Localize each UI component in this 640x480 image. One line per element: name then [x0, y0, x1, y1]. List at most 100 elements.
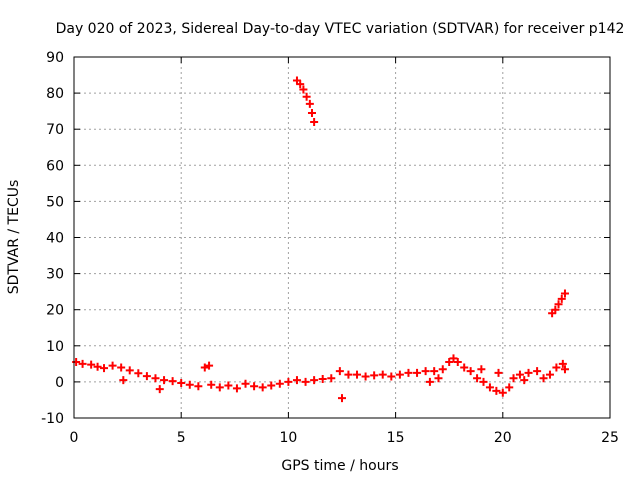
- data-point: [267, 381, 276, 390]
- data-point: [560, 365, 569, 374]
- data-point: [296, 80, 305, 89]
- y-tick-label: 20: [46, 303, 64, 319]
- data-point: [413, 368, 422, 377]
- data-point: [524, 368, 533, 377]
- data-point: [466, 367, 475, 376]
- x-tick-label: 10: [279, 430, 297, 446]
- data-point: [545, 370, 554, 379]
- data-point: [78, 359, 87, 368]
- data-point: [425, 377, 434, 386]
- data-point: [449, 354, 458, 363]
- data-point: [310, 376, 319, 385]
- data-point: [344, 370, 353, 379]
- data-point: [93, 362, 102, 371]
- data-point: [155, 385, 164, 394]
- y-tick-label: -10: [41, 411, 64, 427]
- data-point: [533, 367, 542, 376]
- x-tick-label: 15: [387, 430, 405, 446]
- data-point: [134, 369, 143, 378]
- x-tick-label: 5: [177, 430, 186, 446]
- data-point: [250, 382, 259, 391]
- data-point: [539, 374, 548, 383]
- y-tick-label: 90: [46, 50, 64, 66]
- data-point: [515, 370, 524, 379]
- data-point: [310, 117, 319, 126]
- data-point: [404, 368, 413, 377]
- data-point: [177, 378, 186, 387]
- grid-layer: [74, 57, 610, 418]
- data-point: [215, 383, 224, 392]
- data-point: [551, 305, 560, 314]
- data-point: [305, 99, 314, 108]
- data-point: [335, 367, 344, 376]
- data-point: [224, 381, 233, 390]
- data-point: [438, 365, 447, 374]
- data-point: [353, 370, 362, 379]
- data-point: [557, 294, 566, 303]
- series-high-arc-2: [548, 289, 569, 318]
- data-point: [284, 377, 293, 386]
- data-point: [505, 383, 514, 392]
- y-tick-label: 0: [55, 375, 64, 391]
- data-point: [460, 363, 469, 372]
- data-point: [108, 361, 117, 370]
- data-point: [72, 358, 81, 367]
- data-point: [299, 85, 308, 94]
- data-point: [338, 394, 346, 403]
- data-point: [395, 370, 404, 379]
- data-point: [119, 376, 128, 385]
- x-axis-label: GPS time / hours: [281, 458, 398, 474]
- y-axis-label: SDTVAR / TECUs: [6, 180, 22, 295]
- data-point: [160, 376, 169, 385]
- data-point: [327, 374, 336, 383]
- x-tick-label: 0: [70, 430, 79, 446]
- data-point: [142, 372, 151, 381]
- data-point: [125, 366, 134, 375]
- data-point: [185, 380, 194, 389]
- data-point: [378, 370, 387, 379]
- data-point: [558, 359, 567, 368]
- data-point: [275, 379, 284, 388]
- data-point: [434, 374, 443, 383]
- data-point: [361, 372, 370, 381]
- data-point: [509, 374, 518, 383]
- data-point: [151, 374, 160, 383]
- chart-title: Day 020 of 2023, Sidereal Day-to-day VTE…: [56, 21, 625, 37]
- data-point: [494, 368, 503, 377]
- data-point: [205, 361, 214, 370]
- y-tick-label: 80: [46, 86, 64, 102]
- data-point: [477, 365, 486, 374]
- data-point: [207, 380, 216, 389]
- data-point: [479, 377, 488, 386]
- series-high-arc-1: [292, 76, 319, 126]
- data-point: [87, 360, 96, 369]
- data-point: [232, 384, 241, 393]
- data-point: [485, 383, 494, 392]
- data-point: [430, 367, 439, 376]
- y-tick-label: 60: [46, 158, 64, 174]
- points-layer: [72, 76, 569, 403]
- y-tick-label: 50: [46, 194, 64, 210]
- data-point: [498, 388, 507, 397]
- data-point: [302, 92, 311, 101]
- y-tick-label: 10: [46, 339, 64, 355]
- y-tick-label: 70: [46, 122, 64, 138]
- data-point: [492, 386, 501, 395]
- data-point: [241, 379, 250, 388]
- data-point: [421, 367, 430, 376]
- data-point: [194, 382, 203, 391]
- data-point: [117, 363, 126, 372]
- data-point: [473, 374, 482, 383]
- y-tick-label: 30: [46, 267, 64, 283]
- data-point: [520, 376, 529, 385]
- data-point: [318, 375, 327, 384]
- data-point: [445, 358, 454, 367]
- data-point: [258, 383, 267, 392]
- data-point: [370, 371, 379, 380]
- series-SDTVAR: [72, 354, 569, 403]
- data-point: [387, 372, 396, 381]
- data-point: [168, 377, 177, 386]
- y-tick-label: 40: [46, 231, 64, 247]
